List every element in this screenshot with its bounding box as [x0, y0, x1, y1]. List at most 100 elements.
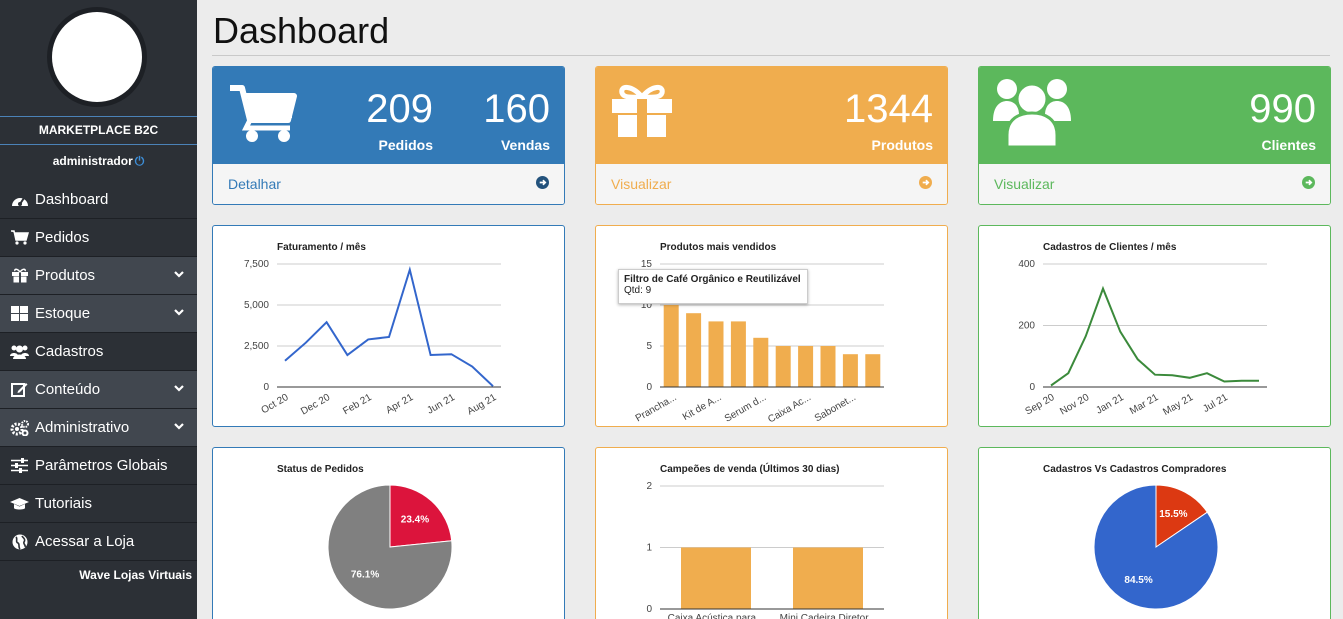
y-tick-label: 0: [646, 604, 652, 615]
pie-slice: [1093, 484, 1219, 610]
bar: [865, 354, 881, 387]
details-link-text[interactable]: Detalhar: [228, 176, 281, 192]
clients-stat-card: 990 Clientes Visualizar: [978, 66, 1331, 205]
view-link-text[interactable]: Visualizar: [611, 176, 672, 192]
sidebar-item-label: Estoque: [35, 305, 91, 322]
arrow-circle-right-icon[interactable]: [536, 176, 549, 189]
y-tick-label: 5,000: [244, 300, 269, 311]
clients-label: Clientes: [1261, 137, 1316, 153]
sidebar-item-label: Pedidos: [35, 229, 90, 246]
chart-tooltip: Filtro de Café Orgânico e Reutilizável Q…: [618, 269, 808, 304]
bar: [663, 305, 679, 387]
orders-label: Pedidos: [378, 137, 433, 153]
sidebar-item-label: Parâmetros Globais: [35, 457, 168, 474]
bar: [798, 346, 814, 387]
orders-stat-header: 209 Pedidos 160 Vendas: [213, 67, 564, 164]
sidebar-item-label: Cadastros: [35, 343, 104, 360]
orders-details-link[interactable]: Detalhar: [213, 164, 564, 204]
sidebar-item-produtos[interactable]: Produtos: [0, 257, 197, 295]
sidebar-item-conte-do[interactable]: Conteúdo: [0, 371, 197, 409]
x-tick-label: Caixa Ac...: [766, 392, 813, 425]
x-tick-label: Jul 21: [1201, 392, 1230, 415]
chart-title: Campeões de venda (Últimos 30 dias): [660, 462, 840, 475]
signups-vs-buyers-pie-chart: Cadastros Vs Cadastros Compradores 15.5% 8…: [1043, 464, 1227, 610]
y-tick-label: 1: [646, 543, 652, 554]
sidebar-item-tutoriais[interactable]: Tutoriais: [0, 485, 197, 523]
orders-stat-card: 209 Pedidos 160 Vendas Detalhar: [212, 66, 565, 205]
arrow-circle-right-icon[interactable]: [919, 176, 932, 189]
power-icon[interactable]: ⏻: [134, 154, 145, 168]
y-tick-label: 200: [1018, 321, 1035, 332]
pie-slice: [1155, 484, 1208, 548]
tooltip-quantity: Qtd: 9: [624, 285, 652, 296]
graduation-cap-icon: [10, 496, 29, 512]
revenue-line-chart: Faturamento / mês 0 2,500 5,000 7,500 Oct 20 D…: [244, 242, 501, 417]
y-tick-label: 2: [646, 481, 652, 492]
order-status-chart-panel: Status de Pedidos 23.4% 76.1%: [212, 447, 565, 619]
sidebar-item-acessar-a-loja[interactable]: Acessar a Loja: [0, 523, 197, 561]
sidebar-item-pedidos[interactable]: Pedidos: [0, 219, 197, 257]
sales-label: Vendas: [500, 137, 550, 153]
sidebar-item-dashboard[interactable]: Dashboard: [0, 181, 197, 219]
y-tick-label: 0: [646, 382, 652, 393]
grid-icon: [10, 306, 29, 322]
bar: [681, 547, 751, 609]
username: administrador: [52, 154, 133, 168]
signups-vs-buyers-chart-panel: Cadastros Vs Cadastros Compradores 15.5% 8…: [978, 447, 1331, 619]
sidebar-item-administrativo[interactable]: Administrativo: [0, 409, 197, 447]
sliders-icon: [10, 458, 29, 474]
sidebar-item-label: Dashboard: [35, 191, 109, 208]
x-tick-label: Apr 21: [384, 392, 415, 416]
clients-view-link[interactable]: Visualizar: [979, 164, 1330, 204]
x-tick-label: Oct 20: [259, 392, 290, 416]
globe-icon: [10, 534, 29, 550]
x-tick-label: Jan 21: [1094, 392, 1126, 417]
users-icon: [993, 79, 1071, 147]
brand-name: MARKETPLACE B2C: [0, 116, 197, 145]
chevron-down-icon[interactable]: [174, 269, 184, 279]
y-tick-label: 0: [263, 382, 269, 393]
pie-slice: [389, 484, 453, 548]
bar: [820, 346, 836, 387]
bar: [842, 354, 858, 387]
view-link-text[interactable]: Visualizar: [994, 176, 1055, 192]
orders-count: 209: [366, 87, 433, 131]
y-tick-label: 7,500: [244, 259, 269, 270]
order-status-pie-chart: Status de Pedidos 23.4% 76.1%: [277, 464, 453, 610]
x-tick-label: Mini Cadeira Diretor...: [780, 613, 877, 619]
pie-slice: [327, 484, 453, 610]
page-title: Dashboard: [213, 10, 390, 51]
x-tick-label: Feb 21: [341, 392, 374, 417]
sidebar-item-label: Produtos: [35, 267, 96, 284]
y-tick-label: 5: [646, 341, 652, 352]
sidebar-item-par-metros-globais[interactable]: Parâmetros Globais: [0, 447, 197, 485]
chart-title: Produtos mais vendidos: [660, 242, 777, 253]
sidebar-item-label: Tutoriais: [35, 495, 92, 512]
avatar[interactable]: [52, 12, 142, 102]
chart-title: Faturamento / mês: [277, 242, 366, 253]
y-tick-label: 10: [641, 300, 653, 311]
bar: [708, 321, 724, 387]
products-view-link[interactable]: Visualizar: [596, 164, 947, 204]
top-products-chart-panel: Produtos mais vendidos 0 5 10 15 Prancha... Ki…: [595, 225, 948, 427]
bar: [753, 337, 769, 387]
users-icon: [10, 344, 29, 360]
chevron-down-icon[interactable]: [174, 383, 184, 393]
slice-label: 84.5%: [1124, 575, 1152, 586]
sales-count: 160: [483, 87, 550, 131]
products-stat-card: 1344 Produtos Visualizar: [595, 66, 948, 205]
client-signups-chart-panel: Cadastros de Clientes / mês 0 200 400 Sep 20…: [978, 225, 1331, 427]
x-tick-label: Jun 21: [425, 392, 457, 417]
chevron-down-icon[interactable]: [174, 307, 184, 317]
products-stat-header: 1344 Produtos: [596, 67, 947, 164]
bar: [793, 547, 863, 609]
bar: [730, 321, 746, 387]
footer-brand[interactable]: Wave Lojas Virtuais: [79, 568, 192, 582]
chevron-down-icon[interactable]: [174, 421, 184, 431]
sidebar-menu: Dashboard Pedidos Produtos Estoque Cadastros…: [0, 181, 197, 561]
sidebar-item-estoque[interactable]: Estoque: [0, 295, 197, 333]
sidebar-item-label: Conteúdo: [35, 381, 101, 398]
sidebar-item-cadastros[interactable]: Cadastros: [0, 333, 197, 371]
cart-icon: [230, 85, 297, 142]
arrow-circle-right-icon[interactable]: [1302, 176, 1315, 189]
